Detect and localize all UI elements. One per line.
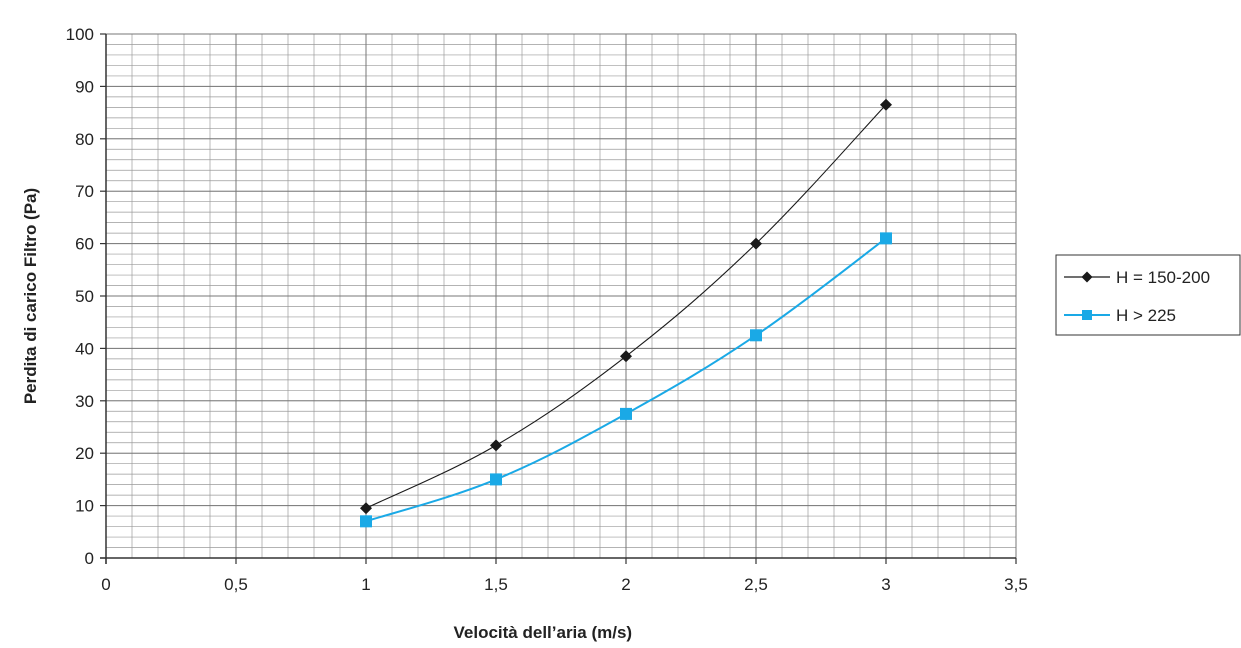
x-tick-label: 3 [881, 575, 890, 594]
x-tick-label: 0 [101, 575, 110, 594]
legend-label: H > 225 [1116, 306, 1176, 325]
x-tick-label: 2,5 [744, 575, 768, 594]
x-tick-label: 3,5 [1004, 575, 1028, 594]
legend-entry: H > 225 [1064, 306, 1176, 325]
legend-entry: H = 150-200 [1064, 268, 1210, 287]
y-tick-label: 80 [75, 130, 94, 149]
y-tick-label: 90 [75, 77, 94, 96]
data-point [490, 439, 502, 452]
x-tick-label: 1 [361, 575, 370, 594]
series-layer [360, 98, 892, 528]
y-tick-label: 0 [85, 549, 94, 568]
data-point [360, 515, 372, 528]
legend-label: H = 150-200 [1116, 268, 1210, 287]
x-axis-tick-labels: 0 0,5 1 1,5 2 2,5 3 3,5 [101, 575, 1028, 594]
data-point [620, 350, 632, 363]
y-tick-label: 70 [75, 182, 94, 201]
major-grid [105, 33, 1017, 559]
legend-box [1055, 254, 1241, 336]
series-2 [360, 232, 892, 528]
data-point [620, 407, 632, 420]
data-point [750, 237, 762, 250]
x-tick-label: 1,5 [484, 575, 508, 594]
y-tick-label: 100 [66, 25, 94, 44]
legend-marker [1082, 310, 1092, 320]
y-tick-label: 40 [75, 339, 94, 358]
y-axis-tick-labels: 0 10 20 30 40 50 60 70 80 90 100 [66, 25, 94, 568]
y-tick-label: 50 [75, 287, 94, 306]
legend-marker [1081, 271, 1093, 283]
plot-area [100, 33, 1017, 564]
y-tick-label: 60 [75, 235, 94, 254]
legend-entries: H = 150-200 H > 225 [1064, 268, 1210, 325]
data-point [360, 502, 372, 515]
axes [100, 33, 1017, 564]
x-axis-title: Velocità dell’aria (m/s) [454, 623, 633, 642]
data-point [880, 232, 892, 245]
series-1 [360, 98, 892, 515]
y-axis-title: Perdita di carico Filtro (Pa) [21, 188, 40, 404]
data-point [490, 473, 502, 486]
data-point [880, 98, 892, 111]
y-tick-label: 30 [75, 392, 94, 411]
legend: H = 150-200 H > 225 [1055, 254, 1241, 336]
y-tick-label: 10 [75, 497, 94, 516]
data-point [750, 329, 762, 342]
x-tick-label: 2 [621, 575, 630, 594]
x-tick-label: 0,5 [224, 575, 248, 594]
y-tick-label: 20 [75, 444, 94, 463]
